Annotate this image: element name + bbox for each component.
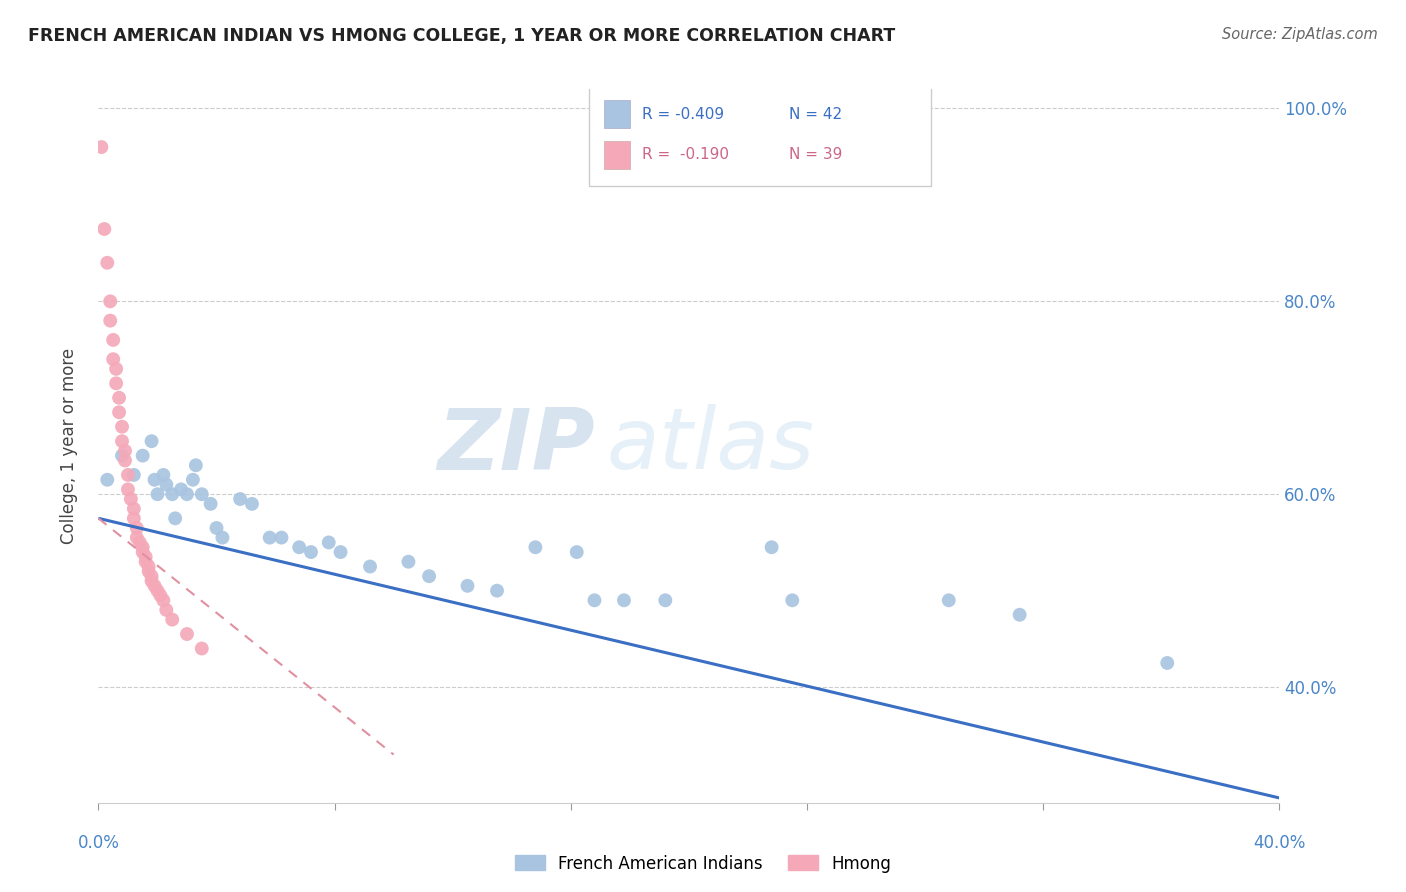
Bar <box>605 100 630 128</box>
Point <box>211 531 233 545</box>
Point <box>141 569 163 583</box>
Point <box>146 583 169 598</box>
Point <box>329 545 352 559</box>
Point <box>229 491 252 506</box>
Point <box>318 535 340 549</box>
Text: ZIP: ZIP <box>437 404 595 488</box>
Point <box>162 487 183 501</box>
Point <box>98 313 121 327</box>
Point <box>155 477 177 491</box>
Point <box>1156 656 1178 670</box>
Point <box>299 545 322 559</box>
Y-axis label: College, 1 year or more: College, 1 year or more <box>59 348 77 544</box>
Point <box>125 521 148 535</box>
Point <box>1008 607 1031 622</box>
Text: 40.0%: 40.0% <box>1253 834 1306 852</box>
Point <box>132 449 155 463</box>
Point <box>205 521 228 535</box>
Point <box>565 545 588 559</box>
Point <box>108 391 131 405</box>
Text: 0.0%: 0.0% <box>77 834 120 852</box>
Point <box>396 555 419 569</box>
Text: N = 42: N = 42 <box>789 107 842 121</box>
Point <box>152 593 174 607</box>
Point <box>143 473 166 487</box>
Point <box>105 362 128 376</box>
Point <box>149 589 172 603</box>
Point <box>138 565 160 579</box>
Point <box>122 511 145 525</box>
Point <box>191 487 214 501</box>
Point <box>141 434 163 449</box>
Point <box>114 453 136 467</box>
Legend: French American Indians, Hmong: French American Indians, Hmong <box>508 848 898 880</box>
Point <box>146 487 169 501</box>
Point <box>128 535 150 549</box>
Point <box>524 541 547 555</box>
Bar <box>605 141 630 169</box>
Point <box>103 352 125 367</box>
Point <box>98 294 121 309</box>
Point <box>184 458 207 473</box>
Point <box>162 613 183 627</box>
Point <box>270 531 292 545</box>
Point <box>125 531 148 545</box>
Point <box>111 449 134 463</box>
Point <box>938 593 960 607</box>
Point <box>93 222 115 236</box>
Point <box>155 603 177 617</box>
Point <box>138 559 160 574</box>
Point <box>418 569 440 583</box>
Point <box>654 593 676 607</box>
Text: N = 39: N = 39 <box>789 147 842 162</box>
Point <box>114 443 136 458</box>
Point <box>132 541 155 555</box>
Point <box>288 541 311 555</box>
Point <box>165 511 187 525</box>
Point <box>135 549 157 564</box>
Point <box>111 419 134 434</box>
Text: R =  -0.190: R = -0.190 <box>641 147 728 162</box>
FancyBboxPatch shape <box>589 82 931 186</box>
Point <box>96 473 118 487</box>
Point <box>359 559 381 574</box>
Point <box>761 541 783 555</box>
Text: FRENCH AMERICAN INDIAN VS HMONG COLLEGE, 1 YEAR OR MORE CORRELATION CHART: FRENCH AMERICAN INDIAN VS HMONG COLLEGE,… <box>28 27 896 45</box>
Point <box>240 497 263 511</box>
Point <box>96 256 118 270</box>
Point <box>117 467 139 482</box>
Point <box>111 434 134 449</box>
Point <box>191 641 214 656</box>
Point <box>122 501 145 516</box>
Point <box>176 627 198 641</box>
Point <box>583 593 606 607</box>
Text: atlas: atlas <box>606 404 814 488</box>
Point <box>135 555 157 569</box>
Point <box>103 333 125 347</box>
Point <box>141 574 163 588</box>
Point <box>613 593 636 607</box>
Point <box>120 491 142 506</box>
Point <box>117 483 139 497</box>
Point <box>782 593 804 607</box>
Point <box>486 583 509 598</box>
Point <box>259 531 281 545</box>
Point <box>181 473 204 487</box>
Text: R = -0.409: R = -0.409 <box>641 107 724 121</box>
Point <box>132 545 155 559</box>
Point <box>143 579 166 593</box>
Point <box>90 140 112 154</box>
Point <box>200 497 222 511</box>
Point <box>122 467 145 482</box>
Point <box>108 405 131 419</box>
Point <box>152 467 174 482</box>
Point <box>176 487 198 501</box>
Text: Source: ZipAtlas.com: Source: ZipAtlas.com <box>1222 27 1378 42</box>
Point <box>105 376 128 391</box>
Point <box>456 579 478 593</box>
Point <box>170 483 193 497</box>
